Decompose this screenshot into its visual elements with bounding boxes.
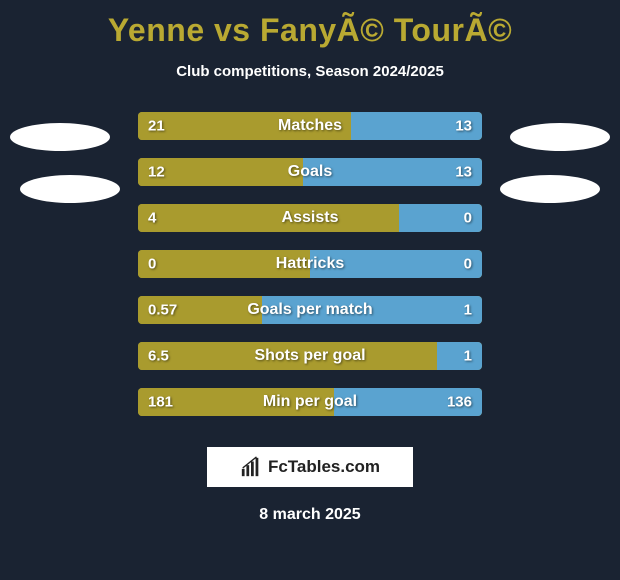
- stat-row: Shots per goal 6.5 1: [138, 342, 482, 370]
- page-title: Yenne vs FanyÃ© TourÃ©: [108, 12, 512, 49]
- stat-right-value: 13: [455, 118, 472, 135]
- stat-label: Goals: [288, 163, 332, 181]
- player-right-photo-placeholder: [510, 123, 610, 151]
- stat-left-value: 6.5: [148, 348, 169, 365]
- stat-label: Shots per goal: [254, 347, 365, 365]
- page-subtitle: Club competitions, Season 2024/2025: [176, 63, 444, 80]
- stat-row: Goals per match 0.57 1: [138, 296, 482, 324]
- chart-icon: [240, 456, 262, 478]
- team-right-logo-placeholder: [500, 175, 600, 203]
- stat-right-value: 1: [464, 348, 472, 365]
- stats-bars: Matches 21 13 Goals 12 13 Assists 4 0 Hattricks 0 0…: [138, 112, 482, 416]
- stat-label: Goals per match: [247, 301, 372, 319]
- fctables-logo: FcTables.com: [206, 446, 414, 488]
- stat-right-value: 0: [464, 210, 472, 227]
- logo-text: FcTables.com: [268, 457, 380, 477]
- stat-label: Hattricks: [276, 255, 344, 273]
- stat-right-value: 13: [455, 164, 472, 181]
- stat-right-value: 136: [447, 394, 472, 411]
- stat-left-value: 4: [148, 210, 156, 227]
- comparison-card: Yenne vs FanyÃ© TourÃ© Club competitions…: [0, 0, 620, 532]
- stat-right-value: 1: [464, 302, 472, 319]
- stat-label: Matches: [278, 117, 342, 135]
- stat-right-value: 0: [464, 256, 472, 273]
- stat-left-value: 12: [148, 164, 165, 181]
- stat-row: Matches 21 13: [138, 112, 482, 140]
- stat-row: Hattricks 0 0: [138, 250, 482, 278]
- stat-left-value: 0: [148, 256, 156, 273]
- stat-label: Min per goal: [263, 393, 357, 411]
- stat-right-segment: [437, 342, 482, 370]
- date-label: 8 march 2025: [259, 506, 360, 524]
- player-left-photo-placeholder: [10, 123, 110, 151]
- stat-left-value: 0.57: [148, 302, 177, 319]
- team-left-logo-placeholder: [20, 175, 120, 203]
- stat-left-value: 181: [148, 394, 173, 411]
- stat-row: Min per goal 181 136: [138, 388, 482, 416]
- stat-label: Assists: [282, 209, 339, 227]
- stat-left-segment: [138, 204, 399, 232]
- stat-left-value: 21: [148, 118, 165, 135]
- stat-row: Assists 4 0: [138, 204, 482, 232]
- stat-row: Goals 12 13: [138, 158, 482, 186]
